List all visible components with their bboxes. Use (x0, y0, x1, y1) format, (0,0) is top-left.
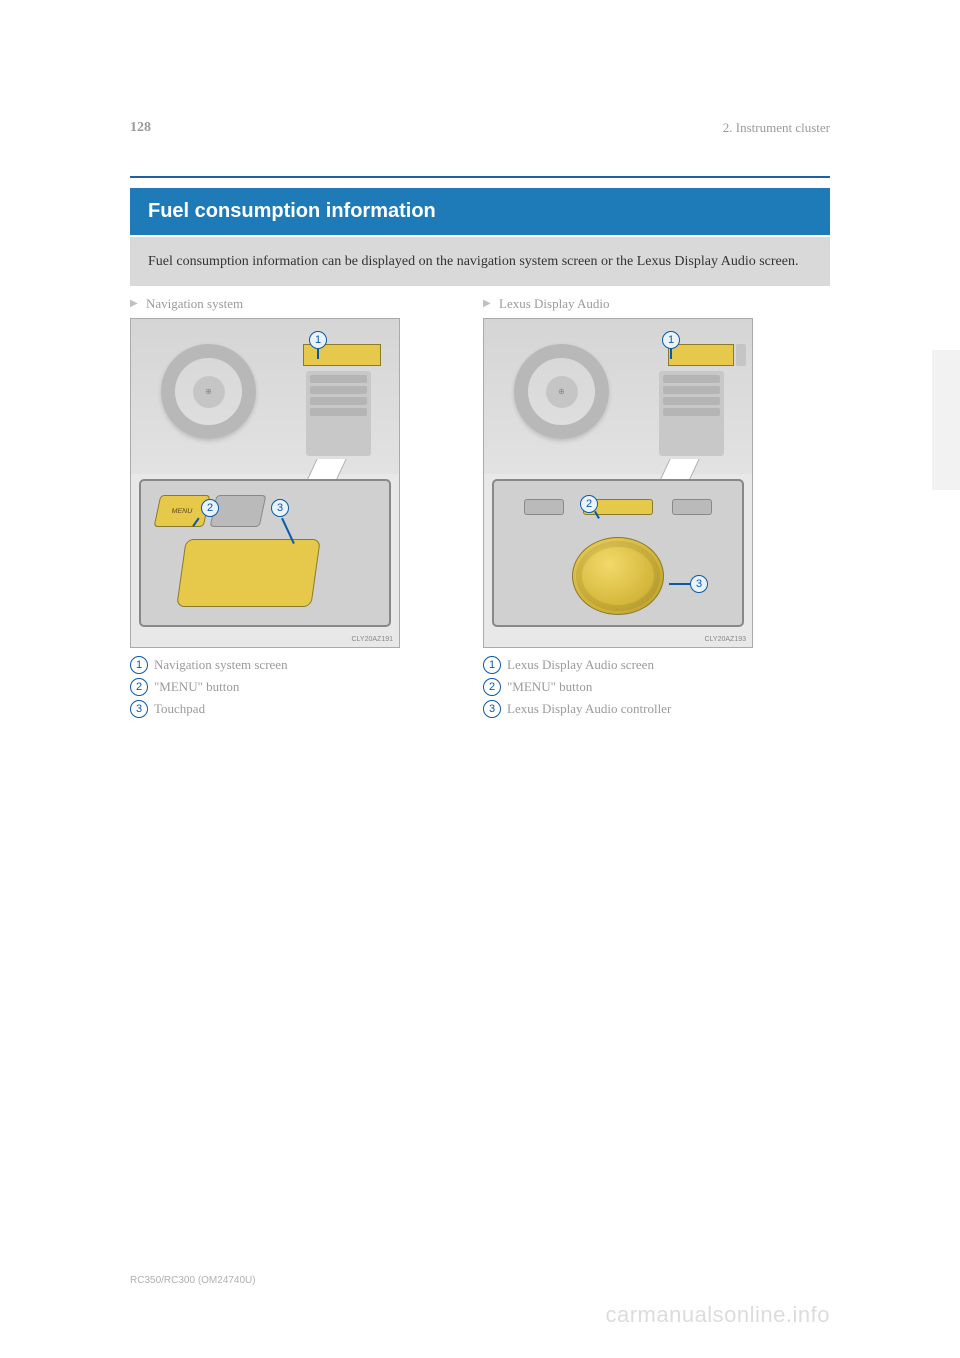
side-button-right (672, 499, 712, 515)
legend-right: 1 Lexus Display Audio screen 2 "MENU" bu… (483, 656, 830, 718)
side-button-left (524, 499, 564, 515)
callout-badge-3: 3 (271, 499, 289, 517)
legend-item: 3 Touchpad (130, 700, 477, 718)
legend-label: "MENU" button (154, 679, 239, 695)
page-title: Fuel consumption information (130, 188, 830, 235)
watermark: carmanualsonline.info (605, 1302, 830, 1328)
legend-item: 2 "MENU" button (130, 678, 477, 696)
dashboard-illustration: ⊕ (131, 319, 399, 474)
steering-center: ⊕ (546, 376, 578, 408)
header-rule (130, 176, 830, 178)
image-reference-code: CLY20AZ193 (704, 636, 746, 643)
callout-badge-3: 3 (690, 575, 708, 593)
page-number: 128 (130, 120, 151, 136)
legend-label: Touchpad (154, 701, 205, 717)
callout-badge-2: 2 (201, 499, 219, 517)
callout-badge-1: 1 (309, 331, 327, 349)
legend-item: 3 Lexus Display Audio controller (483, 700, 830, 718)
diagram-navigation: ⊕ MENU (130, 318, 400, 648)
leader-line (317, 349, 319, 359)
page-container: 128 2. Instrument cluster Fuel consumpti… (0, 0, 960, 782)
legend-label: "MENU" button (507, 679, 592, 695)
variant-label-right: Lexus Display Audio (483, 296, 830, 312)
legend-label: Lexus Display Audio controller (507, 701, 671, 717)
legend-badge: 2 (130, 678, 148, 696)
legend-badge: 3 (483, 700, 501, 718)
touchpad-highlight (176, 539, 321, 607)
steering-center: ⊕ (193, 376, 225, 408)
steering-wheel-icon: ⊕ (514, 344, 609, 439)
callout-badge-1: 1 (662, 331, 680, 349)
legend-label: Navigation system screen (154, 657, 288, 673)
center-console (659, 371, 724, 456)
display-audio-screen-highlight (668, 344, 734, 366)
leader-line (669, 583, 691, 585)
diagram-display-audio: ⊕ (483, 318, 753, 648)
side-tab (932, 350, 960, 490)
section-label: 2. Instrument cluster (723, 120, 830, 136)
screen-side-knob (736, 344, 746, 366)
legend-item: 2 "MENU" button (483, 678, 830, 696)
legend-badge: 1 (483, 656, 501, 674)
legend-badge: 3 (130, 700, 148, 718)
intro-text: Fuel consumption information can be disp… (130, 237, 830, 286)
legend-label: Lexus Display Audio screen (507, 657, 654, 673)
callout-badge-2: 2 (580, 495, 598, 513)
content-columns: Navigation system ⊕ (130, 296, 830, 722)
steering-wheel-icon: ⊕ (161, 344, 256, 439)
legend-item: 1 Navigation system screen (130, 656, 477, 674)
dashboard-illustration: ⊕ (484, 319, 752, 474)
image-reference-code: CLY20AZ191 (351, 636, 393, 643)
center-console (306, 371, 371, 456)
leader-line (670, 349, 672, 359)
controller-knob-highlight (572, 537, 664, 615)
column-navigation-system: Navigation system ⊕ (130, 296, 477, 722)
controller-panel (492, 479, 744, 627)
footer-document-code: RC350/RC300 (OM24740U) (130, 1275, 256, 1286)
page-header: 128 2. Instrument cluster (130, 120, 830, 136)
column-display-audio: Lexus Display Audio ⊕ (483, 296, 830, 722)
legend-badge: 1 (130, 656, 148, 674)
legend-left: 1 Navigation system screen 2 "MENU" butt… (130, 656, 477, 718)
touchpad-panel: MENU (139, 479, 391, 627)
legend-item: 1 Lexus Display Audio screen (483, 656, 830, 674)
legend-badge: 2 (483, 678, 501, 696)
variant-label-left: Navigation system (130, 296, 477, 312)
